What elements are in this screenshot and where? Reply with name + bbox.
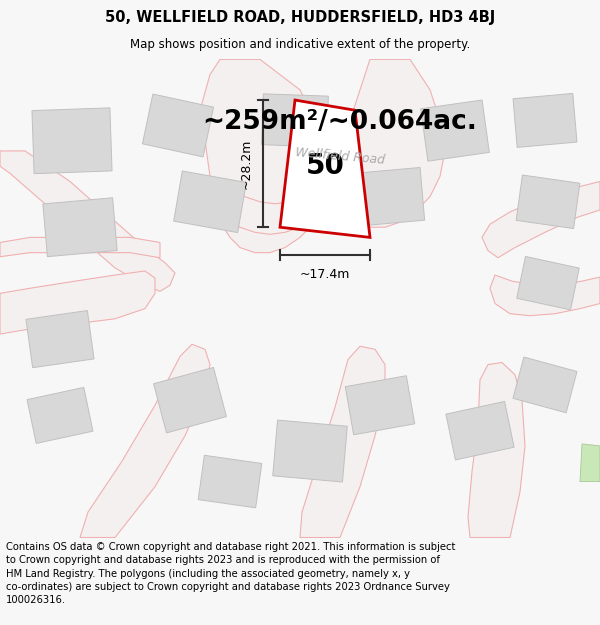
Polygon shape [482,181,600,258]
Polygon shape [468,362,525,538]
Polygon shape [446,401,514,460]
Polygon shape [27,388,93,444]
Polygon shape [355,168,425,226]
Text: ~28.2m: ~28.2m [240,139,253,189]
Text: Wellfield Road: Wellfield Road [295,146,385,166]
Polygon shape [346,376,415,435]
Polygon shape [200,59,330,253]
Polygon shape [273,420,347,482]
Polygon shape [580,444,600,481]
Polygon shape [142,94,214,157]
Polygon shape [280,100,370,238]
Text: 50: 50 [305,152,344,180]
Polygon shape [421,100,490,161]
Polygon shape [80,344,210,538]
Polygon shape [262,94,328,147]
Text: 50, WELLFIELD ROAD, HUDDERSFIELD, HD3 4BJ: 50, WELLFIELD ROAD, HUDDERSFIELD, HD3 4B… [105,10,495,25]
Polygon shape [32,108,112,174]
Polygon shape [173,171,247,232]
Polygon shape [490,275,600,316]
Polygon shape [225,186,330,234]
Polygon shape [300,346,385,538]
Polygon shape [513,357,577,412]
Polygon shape [154,368,226,433]
Polygon shape [516,175,580,229]
Polygon shape [513,93,577,148]
Polygon shape [43,198,117,257]
Polygon shape [340,59,445,228]
Text: ~259m²/~0.064ac.: ~259m²/~0.064ac. [203,109,478,136]
Polygon shape [0,151,175,291]
Text: ~17.4m: ~17.4m [300,268,350,281]
Polygon shape [26,311,94,368]
Text: Contains OS data © Crown copyright and database right 2021. This information is : Contains OS data © Crown copyright and d… [6,542,455,605]
Text: Map shows position and indicative extent of the property.: Map shows position and indicative extent… [130,38,470,51]
Polygon shape [198,455,262,508]
Polygon shape [0,271,155,334]
Polygon shape [0,238,160,258]
Polygon shape [517,256,579,310]
